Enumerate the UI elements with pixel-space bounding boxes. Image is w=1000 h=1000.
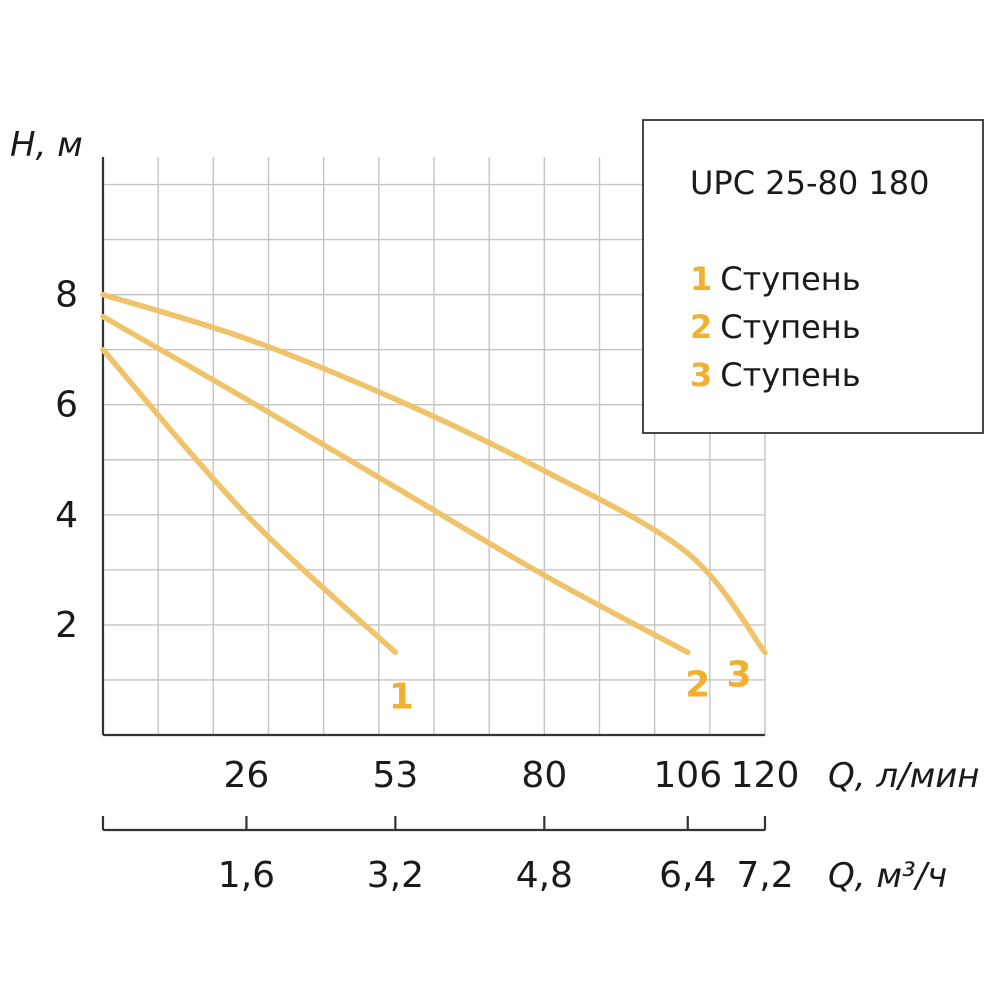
x2-axis-title: Q, м³/ч xyxy=(828,856,947,896)
x2-tick-label: 4,8 xyxy=(516,855,573,896)
x2-tick-label: 3,2 xyxy=(367,855,424,896)
x-tick-label: 120 xyxy=(731,755,800,796)
legend-item-2-label: Ступень xyxy=(720,308,860,346)
chart-title: UPC 25-80 180 xyxy=(690,164,929,202)
y-tick-label: 4 xyxy=(55,495,78,536)
legend-item-1-label: Ступень xyxy=(720,260,860,298)
x2-tick-label: 6,4 xyxy=(659,855,716,896)
x-tick-label: 53 xyxy=(372,755,418,796)
x-axis-title: Q, л/мин xyxy=(828,756,980,796)
series-end-label-1: 1 xyxy=(389,676,414,717)
legend-item-2: 2 Ступень xyxy=(690,308,861,346)
legend-item-1: 1 Ступень xyxy=(690,260,861,298)
legend-item-3-number: 3 xyxy=(690,356,712,394)
y-axis-title: H, м xyxy=(10,125,83,165)
series-line-1 xyxy=(100,346,399,656)
legend-item-3: 3 Ступень xyxy=(690,356,861,394)
y-tick-label: 8 xyxy=(55,275,78,316)
axes: 2 4 6 8 26 53 80 106 120 1,6 3,2 4,8 6,4 7,2 xyxy=(55,157,799,896)
series-end-label-3: 3 xyxy=(726,654,751,695)
series-line-2 xyxy=(100,313,691,656)
legend-box xyxy=(642,119,984,434)
y-tick-label: 2 xyxy=(55,605,78,646)
x2-tick-label: 1,6 xyxy=(218,855,275,896)
legend-item-1-number: 1 xyxy=(690,260,712,298)
x-tick-label: 106 xyxy=(653,755,722,796)
legend: UPC 25-80 180 1 Ступень 2 Ступень 3 Ступень xyxy=(642,119,984,434)
series-end-label-2: 2 xyxy=(685,664,710,705)
legend-item-2-number: 2 xyxy=(690,308,712,346)
y-tick-label: 6 xyxy=(55,385,78,426)
x2-tick-label: 7,2 xyxy=(736,855,793,896)
series-line-3 xyxy=(100,291,768,656)
x-tick-label: 26 xyxy=(224,755,270,796)
legend-item-3-label: Ступень xyxy=(720,356,860,394)
x-tick-label: 80 xyxy=(521,755,567,796)
